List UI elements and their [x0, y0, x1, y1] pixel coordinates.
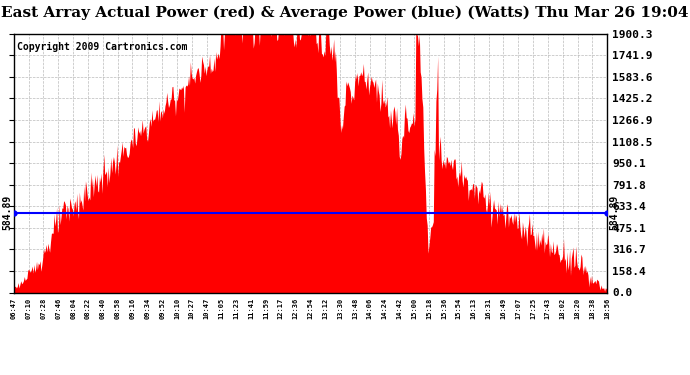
Text: East Array Actual Power (red) & Average Power (blue) (Watts) Thu Mar 26 19:04: East Array Actual Power (red) & Average … [1, 6, 689, 20]
Text: Copyright 2009 Cartronics.com: Copyright 2009 Cartronics.com [17, 42, 187, 51]
Text: 584.89: 584.89 [2, 195, 12, 231]
Text: 584.89: 584.89 [609, 195, 619, 231]
